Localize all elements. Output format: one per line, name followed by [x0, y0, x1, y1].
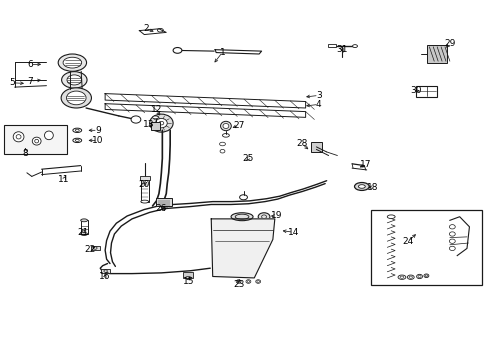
Text: 15: 15: [182, 277, 194, 286]
Ellipse shape: [239, 195, 247, 200]
Text: 10: 10: [92, 136, 103, 145]
Ellipse shape: [63, 57, 81, 68]
Ellipse shape: [149, 114, 173, 132]
Bar: [150, 122, 160, 130]
Ellipse shape: [155, 118, 167, 128]
Bar: [156, 198, 172, 206]
Text: 2: 2: [142, 24, 148, 33]
Text: 22: 22: [84, 245, 96, 253]
Ellipse shape: [66, 91, 86, 105]
Ellipse shape: [58, 54, 86, 71]
Text: 26: 26: [155, 204, 167, 213]
Polygon shape: [139, 29, 166, 35]
Ellipse shape: [157, 28, 163, 32]
Text: 30: 30: [409, 86, 421, 95]
Text: 5: 5: [9, 78, 15, 87]
Ellipse shape: [61, 88, 91, 108]
Bar: [141, 179, 148, 202]
Bar: [310, 142, 321, 152]
Polygon shape: [211, 219, 274, 278]
Ellipse shape: [358, 185, 365, 188]
Bar: [4, 125, 66, 154]
Text: 4: 4: [315, 100, 321, 109]
Bar: [81, 220, 87, 234]
Text: 3: 3: [315, 91, 321, 100]
Ellipse shape: [152, 116, 158, 119]
Bar: [183, 272, 193, 278]
Text: 25: 25: [242, 154, 254, 163]
Text: 21: 21: [77, 228, 89, 237]
Text: 12: 12: [150, 105, 162, 114]
Ellipse shape: [173, 48, 182, 53]
Text: 13: 13: [143, 120, 155, 129]
Polygon shape: [215, 50, 261, 54]
Ellipse shape: [141, 200, 148, 203]
Text: 20: 20: [138, 180, 150, 189]
Ellipse shape: [32, 137, 41, 145]
Bar: [415, 86, 436, 97]
Text: 24: 24: [402, 237, 413, 246]
Ellipse shape: [352, 45, 357, 48]
Ellipse shape: [61, 72, 87, 88]
Text: 18: 18: [366, 183, 378, 192]
Bar: [140, 176, 149, 180]
Text: 9: 9: [95, 126, 101, 135]
Ellipse shape: [13, 132, 24, 142]
Text: 16: 16: [99, 272, 111, 281]
Text: 23: 23: [232, 280, 244, 289]
Ellipse shape: [81, 219, 87, 222]
Ellipse shape: [67, 75, 81, 85]
Text: 11: 11: [58, 175, 69, 184]
Text: 29: 29: [443, 40, 455, 49]
Bar: [91, 246, 100, 250]
Text: 31: 31: [336, 45, 347, 54]
Text: 1: 1: [219, 48, 225, 57]
Ellipse shape: [258, 213, 269, 221]
Ellipse shape: [231, 213, 253, 221]
Ellipse shape: [44, 131, 53, 140]
Text: 8: 8: [22, 149, 28, 158]
Bar: [370, 210, 481, 285]
Bar: [101, 269, 110, 273]
Text: 27: 27: [232, 121, 244, 130]
Bar: [426, 45, 447, 63]
Polygon shape: [105, 104, 305, 117]
Bar: [327, 44, 336, 47]
Text: 19: 19: [270, 211, 282, 220]
Polygon shape: [105, 94, 305, 108]
Ellipse shape: [220, 121, 231, 131]
Ellipse shape: [354, 183, 368, 190]
Text: 28: 28: [296, 139, 307, 148]
Text: 17: 17: [359, 160, 371, 169]
Text: 14: 14: [287, 228, 299, 237]
Ellipse shape: [386, 215, 394, 219]
Circle shape: [131, 116, 141, 123]
Text: 6: 6: [27, 60, 33, 69]
Text: 7: 7: [27, 77, 33, 85]
Ellipse shape: [223, 123, 228, 129]
